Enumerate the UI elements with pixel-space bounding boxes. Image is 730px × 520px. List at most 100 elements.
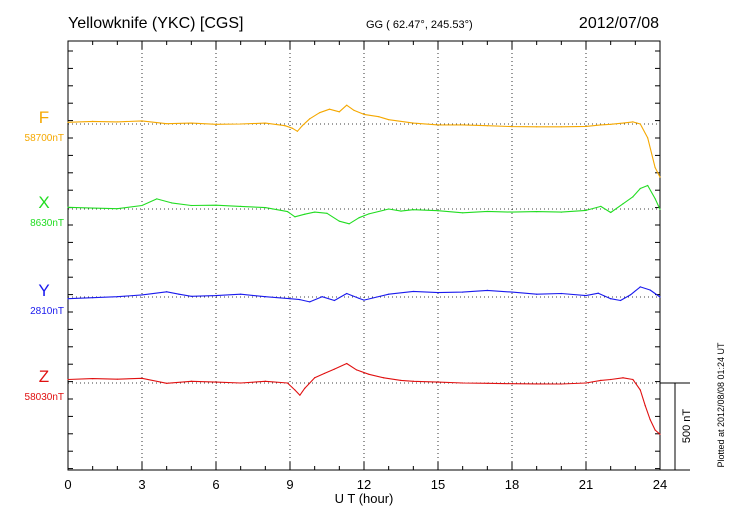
x-tick-label: 15 bbox=[431, 477, 445, 492]
data-point-x bbox=[326, 212, 328, 214]
series-lines bbox=[67, 104, 661, 435]
data-point-f bbox=[296, 130, 298, 132]
data-point-f bbox=[639, 123, 641, 125]
data-point-f bbox=[647, 137, 649, 139]
data-point-f bbox=[240, 123, 242, 125]
data-point-f bbox=[388, 119, 390, 121]
data-point-y bbox=[215, 295, 217, 297]
data-point-x bbox=[647, 184, 649, 187]
data-point-z bbox=[639, 389, 641, 391]
data-point-y bbox=[585, 295, 587, 297]
data-point-y bbox=[388, 293, 390, 295]
data-point-x bbox=[156, 198, 158, 200]
data-point-y bbox=[333, 299, 335, 302]
data-point-f bbox=[284, 125, 286, 127]
series-name-y: Y bbox=[38, 281, 49, 300]
date-label: 2012/07/08 bbox=[579, 15, 659, 32]
x-tick-label: 18 bbox=[505, 477, 519, 492]
data-point-f bbox=[600, 124, 602, 126]
data-point-z bbox=[368, 373, 370, 375]
data-point-y bbox=[346, 292, 348, 295]
data-point-y bbox=[629, 294, 632, 296]
data-point-x bbox=[171, 202, 173, 204]
data-point-z bbox=[333, 368, 335, 370]
data-point-y bbox=[358, 297, 360, 299]
data-point-z bbox=[141, 377, 143, 379]
data-point-f bbox=[190, 122, 192, 124]
data-point-y bbox=[141, 294, 143, 296]
data-point-z bbox=[622, 377, 624, 379]
data-point-x bbox=[462, 212, 464, 214]
series-baseline-x: 8630nT bbox=[30, 218, 64, 229]
data-point-f bbox=[264, 122, 266, 124]
data-point-z bbox=[67, 378, 69, 381]
data-point-x bbox=[486, 210, 488, 213]
series-name-x: X bbox=[38, 193, 49, 212]
data-point-z bbox=[304, 387, 306, 389]
data-point-x bbox=[632, 196, 634, 198]
x-tick-label: 24 bbox=[653, 477, 667, 492]
data-point-y bbox=[486, 289, 488, 291]
data-point-f bbox=[622, 122, 624, 124]
data-point-f bbox=[585, 125, 587, 128]
data-point-y bbox=[597, 292, 599, 294]
series-name-z: Z bbox=[39, 367, 49, 386]
data-point-x bbox=[654, 197, 656, 200]
data-point-z bbox=[240, 382, 242, 384]
data-point-y bbox=[363, 299, 365, 301]
data-point-x bbox=[358, 217, 360, 219]
data-point-y bbox=[178, 293, 180, 295]
data-point-f bbox=[654, 166, 656, 169]
data-point-z bbox=[462, 382, 464, 384]
data-point-y bbox=[536, 293, 538, 295]
data-point-y bbox=[190, 295, 192, 297]
series-y-line bbox=[67, 286, 661, 303]
data-point-x bbox=[511, 211, 513, 213]
data-point-f bbox=[632, 121, 634, 123]
series-f-line bbox=[67, 104, 661, 178]
data-point-x bbox=[264, 207, 266, 209]
series-labels: F 58700nT X 8630nT Y 2810nT Z 58030nT bbox=[25, 108, 64, 403]
series-baseline-y: 2810nT bbox=[30, 306, 64, 317]
data-point-z bbox=[511, 383, 513, 385]
data-point-f bbox=[437, 124, 439, 126]
data-point-y bbox=[610, 298, 612, 300]
series-baseline-f: 58700nT bbox=[25, 133, 64, 144]
data-point-f bbox=[67, 121, 69, 123]
data-point-f bbox=[338, 111, 340, 113]
data-point-y bbox=[289, 298, 291, 300]
data-point-x bbox=[304, 213, 306, 215]
data-point-f bbox=[328, 108, 331, 110]
data-point-z bbox=[412, 380, 414, 382]
data-point-f bbox=[116, 121, 118, 123]
data-point-y bbox=[437, 292, 439, 294]
data-point-y bbox=[264, 296, 266, 298]
data-point-y bbox=[462, 291, 464, 293]
data-point-f bbox=[462, 124, 464, 126]
data-point-x bbox=[622, 203, 624, 205]
data-point-x bbox=[560, 211, 562, 213]
data-point-y bbox=[116, 296, 118, 298]
data-point-z bbox=[166, 382, 168, 384]
data-point-x bbox=[368, 213, 370, 215]
x-tick-label: 21 bbox=[579, 477, 593, 492]
data-point-f bbox=[319, 112, 321, 114]
data-point-f bbox=[659, 176, 661, 178]
data-point-z bbox=[610, 378, 612, 381]
series-z-line bbox=[67, 362, 661, 435]
grid bbox=[141, 41, 587, 470]
data-point-x bbox=[286, 211, 289, 213]
data-point-y bbox=[511, 291, 513, 293]
data-point-f bbox=[486, 125, 488, 127]
data-point-z bbox=[437, 381, 439, 383]
data-point-x bbox=[659, 208, 661, 210]
data-point-z bbox=[536, 383, 538, 385]
data-point-y bbox=[67, 298, 69, 300]
data-point-y bbox=[240, 293, 242, 295]
x-axis-label: U T (hour) bbox=[335, 491, 394, 506]
baselines bbox=[68, 123, 660, 384]
data-point-z bbox=[383, 377, 385, 379]
data-point-f bbox=[141, 120, 143, 122]
data-point-f bbox=[511, 126, 513, 128]
data-point-y bbox=[412, 290, 414, 293]
